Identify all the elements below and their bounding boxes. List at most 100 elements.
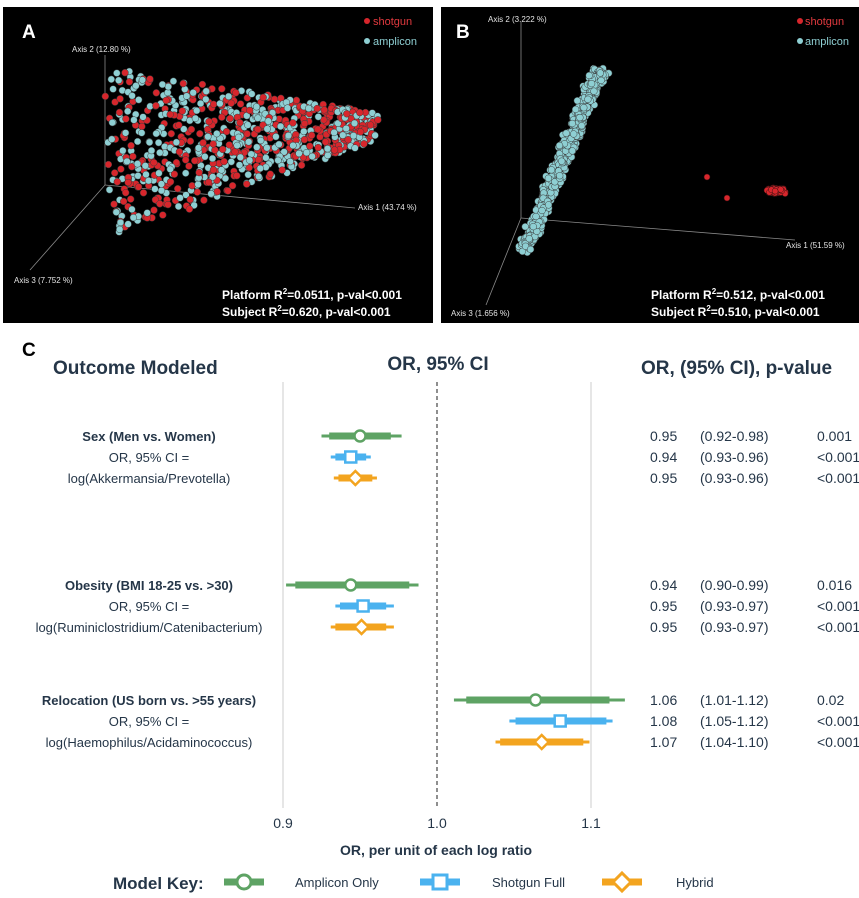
shotgun-point [300, 119, 309, 128]
amplicon-point [247, 150, 255, 158]
shotgun-point [198, 80, 207, 89]
amplicon-point [274, 156, 282, 164]
or-value: 1.07 [650, 734, 677, 750]
amplicon-point [248, 90, 256, 98]
or-ci-header: OR, 95% CI [387, 354, 488, 375]
amplicon-point [323, 145, 332, 153]
amplicon-point [180, 125, 188, 133]
panel-b-legend-amplicon: amplicon [805, 36, 849, 48]
amplicon-point [193, 106, 201, 115]
shotgun-point [101, 92, 109, 100]
shotgun-point [306, 142, 314, 150]
amplicon-point [263, 144, 271, 152]
shotgun-point [162, 96, 170, 105]
shotgun-point [134, 183, 143, 191]
shotgun-point [150, 158, 158, 167]
shotgun-point [703, 173, 711, 181]
panel-b-legend-shotgun: shotgun [805, 16, 844, 28]
amplicon-point [555, 141, 564, 150]
amplicon-point [255, 172, 263, 181]
p-value: <0.001 [817, 734, 859, 750]
panel-a-point-cloud [101, 67, 382, 236]
amplicon-point [525, 235, 533, 243]
shotgun-point [360, 140, 368, 148]
amplicon-point [176, 194, 184, 202]
shotgun-point [254, 125, 262, 134]
amplicon-point [119, 147, 127, 155]
panel-b-background [441, 7, 859, 323]
ci-value: (0.90-0.99) [700, 577, 768, 593]
shotgun-point [297, 161, 306, 169]
panel-b-axis2-label: Axis 2 (3.222 %) [488, 15, 547, 24]
shotgun-point [116, 95, 124, 103]
shotgun-point [167, 130, 175, 138]
shotgun-point [200, 196, 208, 204]
or-point-square [356, 599, 370, 613]
or-value: 0.95 [650, 598, 677, 614]
amplicon-point [256, 164, 264, 173]
amplicon-point [580, 104, 588, 112]
panel-a-platform-stat: Platform R2=0.0511, p-val<0.001 [222, 287, 402, 302]
shotgun-point [219, 145, 227, 154]
amplicon-point [245, 138, 253, 146]
shotgun-point [228, 182, 237, 190]
shotgun-point [111, 169, 119, 177]
amplicon-point [108, 135, 116, 143]
model-key-title: Model Key: [113, 874, 204, 893]
amplicon-point [128, 205, 136, 214]
ci-value: (0.93-0.96) [700, 449, 768, 465]
amplicon-point [156, 149, 164, 157]
shotgun-point [213, 188, 221, 196]
amplicon-point [130, 116, 138, 124]
amplicon-point [183, 92, 191, 100]
amplicon-point [124, 107, 132, 115]
or-value: 0.94 [650, 577, 677, 593]
panel-b-legend-amplicon-dot [797, 38, 803, 44]
shotgun-point [186, 137, 195, 145]
outcome-description: OR, 95% CI = [109, 450, 190, 465]
amplicon-point [568, 147, 576, 155]
amplicon-point [123, 157, 131, 166]
x-tick-label: 1.1 [581, 815, 601, 831]
shotgun-point [313, 104, 321, 113]
amplicon-point [275, 140, 283, 148]
amplicon-point [224, 92, 233, 101]
amplicon-point [280, 148, 288, 156]
shotgun-point [166, 178, 175, 186]
amplicon-point [139, 113, 147, 121]
amplicon-point [207, 190, 215, 198]
shotgun-point [330, 146, 339, 154]
amplicon-point [128, 92, 136, 100]
outcome-description: log(Haemophilus/Acidaminococcus) [46, 735, 253, 750]
amplicon-point [529, 222, 537, 231]
x-axis-label: OR, per unit of each log ratio [340, 842, 532, 858]
amplicon-point [253, 143, 261, 151]
amplicon-point [204, 133, 212, 141]
shotgun-point [170, 170, 179, 178]
shotgun-point [344, 136, 352, 144]
amplicon-point [284, 131, 293, 140]
amplicon-point [532, 212, 540, 221]
shotgun-point [182, 156, 190, 164]
shotgun-point [233, 172, 241, 180]
amplicon-point [145, 138, 154, 146]
amplicon-point [590, 87, 598, 95]
shotgun-point [314, 125, 322, 133]
amplicon-point [349, 132, 358, 140]
amplicon-point [538, 206, 546, 215]
amplicon-point [135, 96, 143, 104]
panel-a-legend: shotgun amplicon [364, 16, 417, 48]
amplicon-point [202, 95, 210, 104]
amplicon-point [158, 80, 167, 89]
amplicon-point [339, 131, 347, 139]
amplicon-point [105, 186, 114, 194]
amplicon-point [144, 177, 153, 185]
shotgun-point [220, 157, 228, 166]
amplicon-point [209, 173, 217, 181]
amplicon-point [189, 89, 197, 97]
amplicon-point [558, 157, 566, 165]
amplicon-point [235, 161, 244, 169]
shotgun-point [188, 182, 196, 190]
shotgun-point [777, 186, 784, 193]
panel-b-platform-stat: Platform R2=0.512, p-val<0.001 [651, 287, 825, 302]
